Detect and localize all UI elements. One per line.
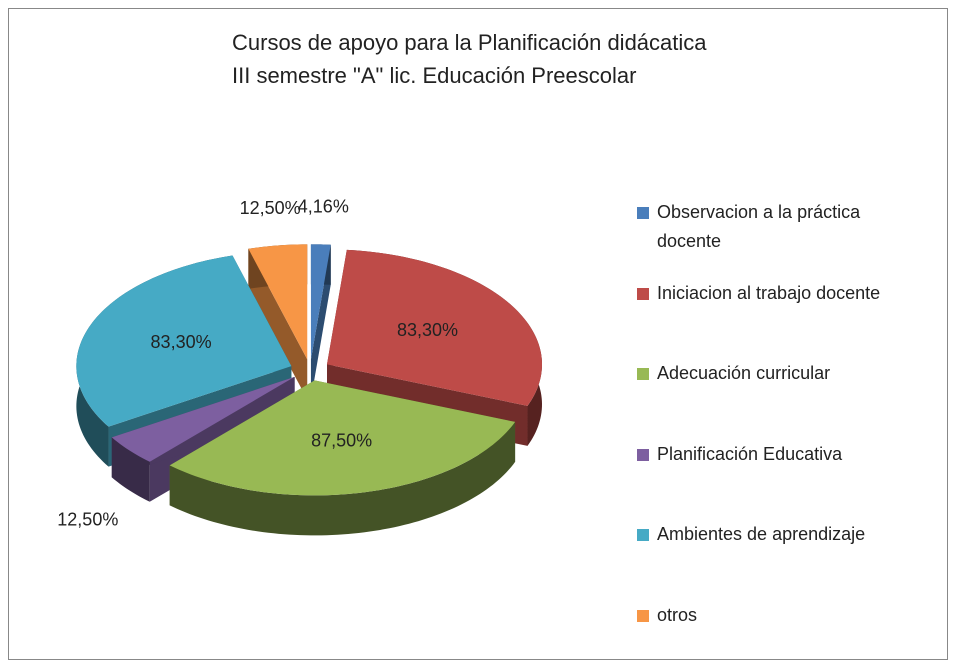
data-label: 87,50%: [311, 431, 372, 451]
slice: [310, 244, 331, 360]
slice: [310, 244, 331, 400]
legend-item: Observacion a la práctica docente: [637, 198, 907, 256]
legend-label: otros: [657, 604, 698, 625]
slice: [327, 249, 542, 406]
slice-side: [169, 421, 516, 536]
data-label: 12,50%: [240, 198, 301, 218]
legend-swatch: [637, 287, 649, 300]
legend-swatch: [637, 448, 649, 461]
slice: [169, 380, 516, 536]
legend-item: Adecuación curricular: [637, 359, 907, 388]
legend-swatch: [637, 609, 649, 622]
data-label: 12,50%: [57, 509, 118, 529]
legend-label: Planificación Educativa: [657, 443, 843, 464]
slice: [76, 255, 292, 427]
chart-title: Cursos de apoyo para la Planificación di…: [232, 30, 707, 55]
legend-item: Iniciacion al trabajo docente: [637, 279, 907, 308]
legend-item: Planificación Educativa: [637, 440, 907, 469]
legend-label: Ambientes de aprendizaje: [657, 524, 866, 544]
chart-title: III semestre "A" lic. Educación Preescol…: [232, 63, 636, 88]
legend-swatch: [637, 368, 649, 380]
legend-item: otros: [637, 601, 907, 630]
slice: [248, 244, 308, 360]
slice-side: [111, 437, 150, 502]
legend-swatch: [637, 529, 649, 541]
data-label: 4,16%: [298, 196, 349, 216]
slice: [169, 380, 516, 496]
legend-label: Adecuación curricular: [657, 363, 831, 383]
legend-label: Iniciacion al trabajo docente: [657, 282, 881, 303]
slice: [248, 244, 308, 400]
data-label: 83,30%: [397, 320, 458, 340]
slice: [111, 376, 295, 462]
legend-swatch: [637, 207, 649, 219]
data-label: 83,30%: [151, 332, 212, 352]
legend-label: Observacion a la práctica docente: [657, 202, 861, 251]
legend-item: Ambientes de aprendizaje: [637, 520, 907, 549]
